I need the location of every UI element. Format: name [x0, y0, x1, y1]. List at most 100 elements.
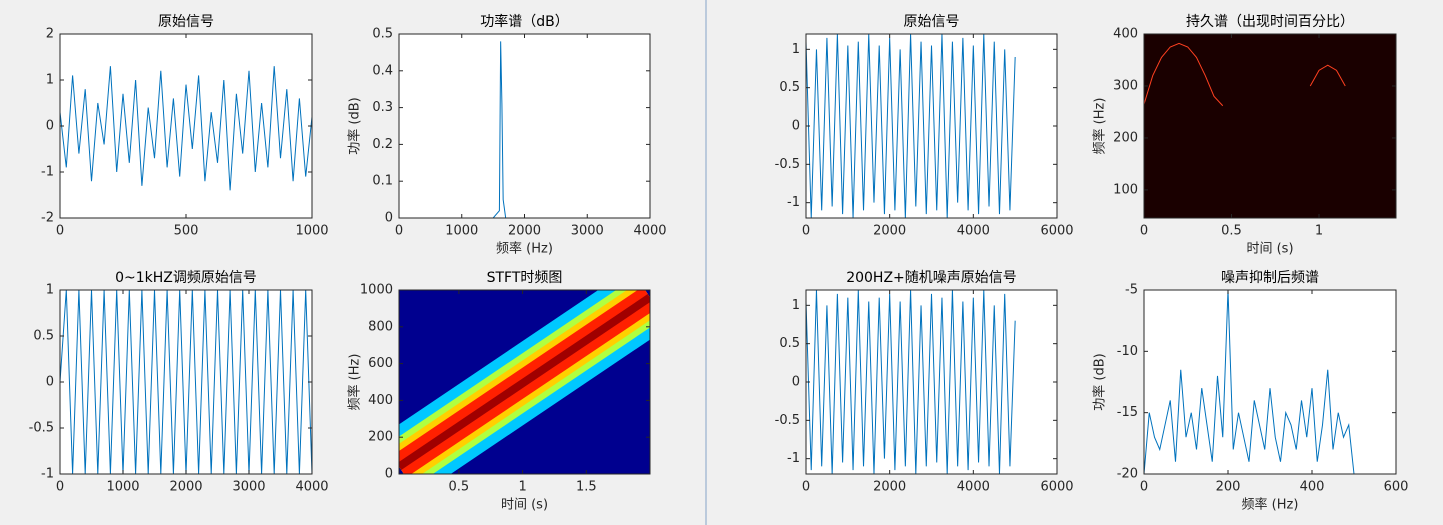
- x-tick-label: 4000: [957, 480, 990, 495]
- plot-layer: [1144, 42, 1346, 107]
- data-line: [60, 66, 312, 191]
- axes: 0 2000 4000 6000 -1 -0.5 0 0.5 1 原始信号: [775, 14, 1074, 239]
- axes: 0 500 1000 -2 -1 0 1 2 原始信号: [41, 14, 329, 239]
- y-tick-label: 1: [46, 283, 54, 298]
- plot-area: [60, 290, 312, 474]
- chart-title: 原始信号: [158, 14, 214, 30]
- y-tick-label: 0: [792, 119, 800, 134]
- y-tick-label: 1: [46, 73, 54, 88]
- x-tick-label: 3000: [232, 480, 265, 495]
- y-axis-label: 频率 (Hz): [1092, 98, 1108, 155]
- plot-layer: [60, 290, 312, 474]
- x-tick-label: 0: [1140, 480, 1148, 495]
- y-tick-label: 0.5: [372, 27, 393, 42]
- x-tick-label: 0: [395, 224, 403, 239]
- y-tick-label: 0.5: [779, 336, 800, 351]
- x-tick-label: 0: [56, 480, 64, 495]
- axes-box: [1143, 289, 1397, 475]
- y-axis-label: 功率 (dB): [1092, 353, 1108, 410]
- x-tick-label: 500: [174, 224, 199, 239]
- y-tick-label: 0.2: [372, 137, 393, 152]
- x-tick-label: 600: [1384, 480, 1409, 495]
- x-tick-label: 2000: [508, 224, 541, 239]
- axes: 0 1000 2000 3000 4000 -1 -0.5 0 0.5 1 0~1kHZ调频原始信号: [29, 270, 329, 495]
- x-tick-label: 2000: [169, 480, 202, 495]
- y-tick-label: -10: [1117, 344, 1138, 359]
- x-tick-label: 6000: [1040, 480, 1073, 495]
- y-tick-label: 200: [368, 430, 393, 445]
- y-tick-label: 300: [1113, 78, 1138, 93]
- y-axis-label: 频率 (Hz): [347, 354, 363, 411]
- data-line: [806, 290, 1016, 474]
- y-tick-label: 0: [46, 119, 54, 134]
- y-tick-label: 0.4: [372, 63, 393, 78]
- x-tick-label: 1.5: [576, 480, 597, 495]
- axes-box: [1143, 33, 1397, 219]
- axes-box: [398, 289, 651, 475]
- x-tick-label: 400: [1300, 480, 1325, 495]
- y-tick-label: 0: [46, 375, 54, 390]
- axes: 0 2000 4000 6000 -1 -0.5 0 0.5 1 200HZ+随机噪声原始信号: [775, 270, 1074, 495]
- x-tick-label: 0: [802, 480, 810, 495]
- data-line: [1144, 42, 1346, 107]
- y-tick-label: 200: [1113, 130, 1138, 145]
- plot-area: [1144, 34, 1396, 218]
- x-axis-label: 频率 (Hz): [496, 241, 553, 257]
- chart-title: 噪声抑制后频谱: [1221, 270, 1319, 286]
- x-tick-label: 6000: [1040, 224, 1073, 239]
- y-tick-label: 0.1: [372, 174, 393, 189]
- y-tick-label: 1: [792, 298, 800, 313]
- chart-title: 持久谱（出现时间百分比）: [1186, 14, 1354, 30]
- chart-title: 功率谱（dB）: [480, 13, 569, 30]
- x-tick-label: 1000: [445, 224, 478, 239]
- plot-layer: [399, 290, 650, 474]
- x-tick-label: 4000: [633, 224, 666, 239]
- y-tick-label: -0.5: [775, 157, 800, 172]
- y-tick-label: -5: [1125, 283, 1138, 298]
- x-axis-label: 时间 (s): [501, 498, 548, 513]
- x-tick-label: 200: [1216, 480, 1241, 495]
- y-tick-label: 0.5: [33, 329, 54, 344]
- chart-title: 200HZ+随机噪声原始信号: [846, 270, 1017, 286]
- x-axis-label: 时间 (s): [1246, 242, 1293, 257]
- x-tick-label: 1: [518, 480, 526, 495]
- y-tick-label: 1: [792, 42, 800, 57]
- chart-title: STFT时频图: [487, 270, 563, 286]
- y-tick-label: 1000: [360, 283, 393, 298]
- y-tick-label: -1: [787, 451, 800, 466]
- y-tick-label: 400: [1113, 27, 1138, 42]
- axes: 0 0.5 1 100 200 300 400 持久谱（出现时间百分比） 时间 (s) 频率 (H…: [1092, 14, 1397, 257]
- x-tick-label: 1000: [106, 480, 139, 495]
- chart-title: 0~1kHZ调频原始信号: [115, 270, 257, 286]
- y-tick-label: -1: [787, 195, 800, 210]
- chart-title: 原始信号: [904, 14, 960, 30]
- y-tick-label: -20: [1117, 467, 1138, 482]
- y-tick-label: 0.3: [372, 100, 393, 115]
- x-tick-label: 0.5: [1221, 224, 1242, 239]
- y-tick-label: 0: [385, 211, 393, 226]
- plot-layer: [399, 41, 650, 218]
- x-tick-label: 1: [1315, 224, 1323, 239]
- y-tick-label: -1: [41, 467, 54, 482]
- x-tick-label: 4000: [295, 480, 328, 495]
- x-tick-label: 0: [802, 224, 810, 239]
- x-tick-label: 0: [1140, 224, 1148, 239]
- plot-layer: [806, 34, 1016, 218]
- x-tick-label: 0: [56, 224, 64, 239]
- data-line: [60, 290, 312, 474]
- x-tick-label: 1000: [295, 224, 328, 239]
- x-tick-label: 2000: [873, 224, 906, 239]
- x-tick-label: 0.5: [449, 480, 470, 495]
- y-tick-label: 0: [385, 467, 393, 482]
- axes: 0 1000 2000 3000 4000 0 0.1 0.2 0.3 0.4 0.5 功率谱（dB）…: [347, 13, 667, 257]
- data-line: [806, 34, 1016, 218]
- plot-area: [806, 290, 1057, 474]
- plot-area: [60, 34, 312, 218]
- y-tick-label: -1: [41, 165, 54, 180]
- y-tick-label: 400: [368, 393, 393, 408]
- y-tick-label: -2: [41, 211, 54, 226]
- y-tick-label: 600: [368, 356, 393, 371]
